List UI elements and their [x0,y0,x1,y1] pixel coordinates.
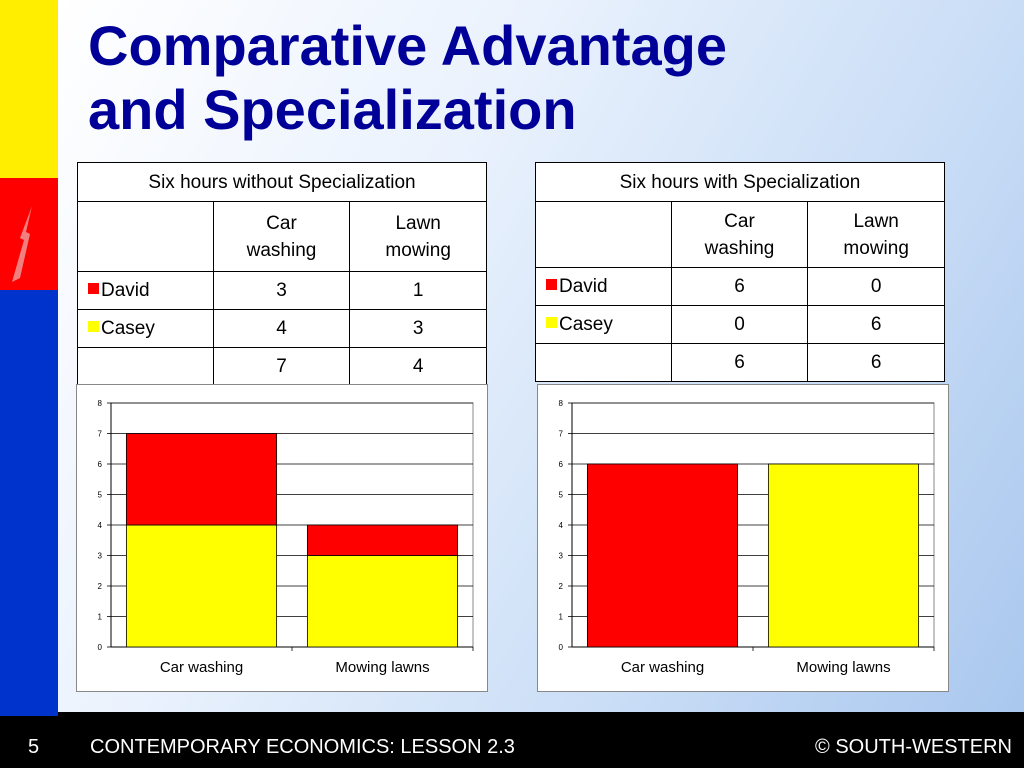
y-tick-label: 0 [559,643,564,652]
decorative-yellow-strip [0,0,58,178]
slide-title: Comparative Advantage and Specialization [88,14,727,142]
red-legend-swatch-icon [546,279,557,291]
table-cell: 4 [349,347,487,386]
y-tick-label: 8 [559,399,564,408]
row-label-text: Casey [101,318,155,339]
table-cell: 6 [807,305,945,344]
copyright-notice: © SOUTH-WESTERN [815,736,1012,758]
table-caption: Six hours without Specialization [77,162,487,202]
red-legend-swatch-icon [88,283,99,295]
table-cell: 3 [212,271,351,310]
column-header-line: mowing [843,237,909,259]
bar-segment [306,524,459,556]
row-label-text: Casey [559,314,613,335]
table-cell: 1 [349,271,487,310]
slide-title-line2: and Specialization [88,78,577,141]
table-cell: 7 [212,347,351,386]
row-label: David [77,271,214,310]
chart-without-specialization: 0 1 2 3 4 5 6 7 8 Car washing Mowing lawns [76,384,488,692]
y-tick-label: 7 [98,430,103,439]
course-title: CONTEMPORARY ECONOMICS: LESSON 2.3 [90,736,515,758]
row-label: David [535,267,672,306]
y-tick-label: 2 [559,582,564,591]
bar-segment [586,463,739,648]
x-tick-label: Mowing lawns [335,659,429,676]
column-header-lawn-mowing: Lawn mowing [349,201,487,272]
y-tick-label: 8 [98,399,103,408]
y-tick-label: 3 [559,552,564,561]
y-tick-label: 5 [98,491,103,500]
yellow-legend-swatch-icon [546,317,557,329]
bar-chart-svg: 0 1 2 3 4 5 6 7 8 Car washing Mowing lawns [98,399,474,676]
column-header-line: washing [246,239,317,261]
bar-segment [125,524,278,648]
table-row-total: 6 6 [535,343,945,382]
footer-top-edge [58,712,1024,716]
y-tick-label: 3 [98,552,103,561]
y-tick-label: 2 [98,582,103,591]
table-cell: 3 [349,309,487,348]
table-row-total: 7 4 [77,347,487,386]
decorative-flame-shape [12,206,32,282]
bar-segment [125,433,278,526]
bar-segment [306,555,459,648]
table-row-casey: Casey 4 3 [77,309,487,348]
y-tick-label: 1 [98,613,103,622]
decorative-blue-strip [0,290,58,768]
table-cell: 0 [670,305,809,344]
table-caption: Six hours with Specialization [535,162,945,202]
y-tick-label: 6 [98,460,103,469]
y-tick-label: 1 [559,613,564,622]
table-corner-cell [77,201,214,272]
table-without-specialization: Six hours without Specialization Car was… [77,162,487,386]
y-tick-label: 0 [98,643,103,652]
column-header-car-washing: Car washing [212,201,351,272]
bar-segment [767,463,920,648]
yellow-legend-swatch-icon [88,321,99,333]
y-tick-label: 5 [559,491,564,500]
row-label-text: David [559,276,608,297]
column-header-line: Car [266,212,297,234]
row-label: Casey [535,305,672,344]
table-cell: 6 [670,343,809,382]
column-header-line: Lawn [853,210,899,232]
table-row-casey: Casey 0 6 [535,305,945,344]
table-row-david: David 6 0 [535,267,945,306]
x-tick-label: Mowing lawns [796,659,890,676]
table-corner-cell [535,201,672,268]
table-cell: 4 [212,309,351,348]
column-header-lawn-mowing: Lawn mowing [807,201,945,268]
slide-number: 5 [28,736,40,758]
row-label-text: David [101,280,150,301]
table-row-david: David 3 1 [77,271,487,310]
chart-with-specialization: 0 1 2 3 4 5 6 7 8 Car washing Mowing lawns [537,384,949,692]
footer-bar: 5 CONTEMPORARY ECONOMICS: LESSON 2.3 © S… [0,716,1024,768]
y-tick-label: 4 [559,521,564,530]
y-tick-label: 7 [559,430,564,439]
row-label: Casey [77,309,214,348]
decorative-red-strip [0,178,58,290]
table-with-specialization: Six hours with Specialization Car washin… [535,162,945,382]
x-tick-label: Car washing [621,659,704,676]
table-cell: 6 [807,343,945,382]
row-label [535,343,672,382]
y-tick-label: 4 [98,521,103,530]
y-tick-label: 6 [559,460,564,469]
column-header-line: Car [724,210,755,232]
row-label [77,347,214,386]
table-cell: 6 [670,267,809,306]
column-header-line: Lawn [395,212,441,234]
bar-chart-svg: 0 1 2 3 4 5 6 7 8 Car washing Mowing lawns [559,399,935,676]
table-cell: 0 [807,267,945,306]
slide-title-line1: Comparative Advantage [88,14,727,77]
column-header-line: mowing [385,239,451,261]
x-tick-label: Car washing [160,659,243,676]
column-header-car-washing: Car washing [670,201,809,268]
column-header-line: washing [704,237,775,259]
